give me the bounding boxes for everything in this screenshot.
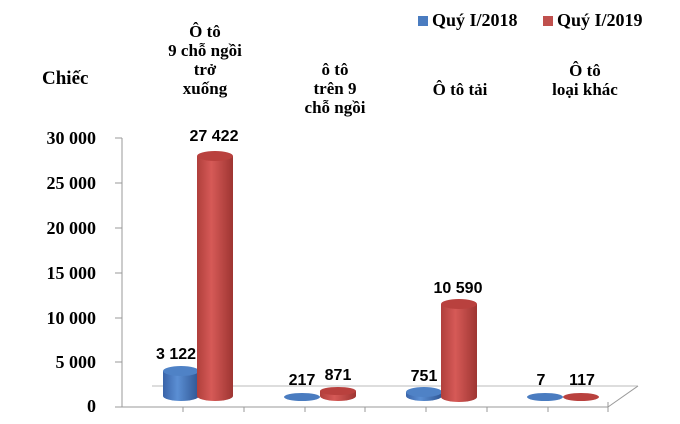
value-label: 10 590 bbox=[433, 280, 483, 297]
category-label-cars-9-seats: Ô tô 9 chỗ ngồi trở xuống bbox=[150, 22, 260, 98]
legend-swatch-red-icon bbox=[543, 15, 553, 26]
cat-line: ô tô bbox=[321, 60, 349, 79]
bar-2018-cars-9-seats bbox=[163, 366, 199, 401]
cat-line: Ô tô tải bbox=[432, 80, 488, 99]
y-tick: 0 bbox=[87, 396, 96, 416]
y-tick: 25 000 bbox=[46, 173, 97, 193]
legend-item-2018: Quý I/2018 bbox=[418, 10, 518, 31]
cat-line: Ô tô bbox=[569, 61, 601, 80]
cat-line: loại khác bbox=[552, 80, 618, 99]
cat-line: Ô tô bbox=[189, 22, 221, 41]
y-tick: 10 000 bbox=[46, 308, 97, 328]
cat-line: xuống bbox=[182, 79, 228, 98]
value-label: 751 bbox=[410, 368, 438, 385]
value-label: 3 122 bbox=[155, 346, 197, 363]
y-axis-label: Chiếc bbox=[42, 68, 89, 89]
category-label-other-cars: Ô tô loại khác bbox=[530, 61, 640, 99]
value-label: 7 bbox=[536, 372, 546, 389]
legend-item-2019: Quý I/2019 bbox=[543, 10, 643, 31]
bar-2019-trucks bbox=[441, 299, 477, 402]
value-label: 217 bbox=[288, 372, 316, 389]
category-label-cars-over-9-seats: ô tô trên 9 chỗ ngồi bbox=[285, 60, 385, 117]
bar-2019-other-cars bbox=[563, 393, 599, 401]
y-tick: 20 000 bbox=[46, 218, 97, 238]
legend-label: Quý I/2018 bbox=[432, 10, 518, 30]
cat-line: trên 9 bbox=[313, 79, 357, 98]
legend-swatch-blue-icon bbox=[418, 15, 428, 26]
y-tick: 5 000 bbox=[55, 352, 97, 372]
cat-line: trở bbox=[193, 60, 217, 79]
value-label: 871 bbox=[324, 367, 352, 384]
value-label: 117 bbox=[569, 372, 595, 389]
legend-label: Quý I/2019 bbox=[557, 10, 643, 30]
y-tick: 30 000 bbox=[46, 128, 97, 148]
cat-line: chỗ ngồi bbox=[304, 98, 366, 117]
bar-2018-other-cars bbox=[527, 393, 563, 401]
bar-2019-cars-9-seats bbox=[197, 151, 233, 401]
bar-2019-cars-over-9-seats bbox=[320, 387, 356, 401]
cat-line: 9 chỗ ngồi bbox=[168, 41, 242, 60]
bar-2018-cars-over-9-seats bbox=[284, 393, 320, 401]
value-label: 27 422 bbox=[189, 128, 239, 145]
category-label-trucks: Ô tô tải bbox=[410, 80, 510, 99]
y-tick: 15 000 bbox=[46, 263, 97, 283]
bar-2018-trucks bbox=[406, 387, 442, 401]
